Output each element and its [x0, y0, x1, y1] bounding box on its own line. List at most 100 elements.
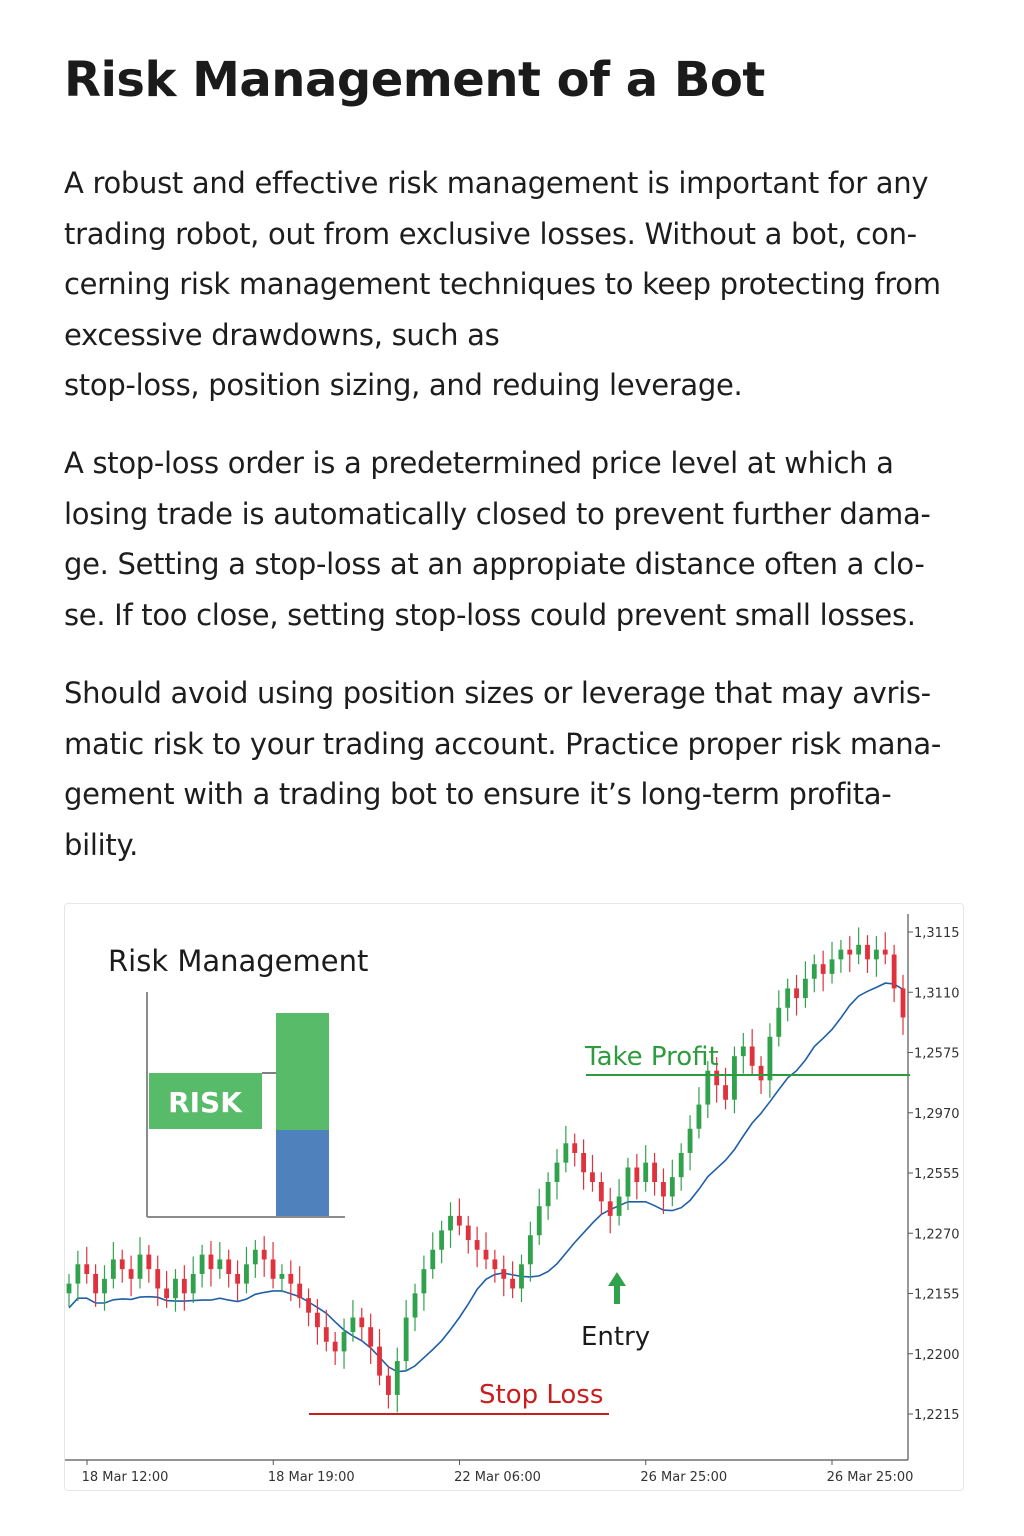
- candle: [252, 1240, 258, 1278]
- candle: [607, 1187, 613, 1234]
- candle: [873, 936, 879, 977]
- candle: [811, 954, 817, 993]
- candle: [110, 1242, 116, 1289]
- candle: [634, 1153, 640, 1200]
- candle: [403, 1300, 409, 1371]
- y-tick-label: 1,2555: [914, 1167, 960, 1182]
- candle: [217, 1242, 223, 1279]
- paragraph-position-sizing: Should avoid using position sizes or lev…: [64, 668, 984, 870]
- candle: [563, 1125, 569, 1173]
- paragraph-line: cerning risk management techniques to ke…: [64, 267, 941, 301]
- x-tick-label: 22 Mar 06:00: [454, 1470, 541, 1485]
- candle: [545, 1172, 551, 1220]
- take-profit-label: Take Profit: [584, 1042, 719, 1072]
- candle: [66, 1273, 72, 1307]
- paragraph-line: losing trade is automatically closed to …: [64, 496, 931, 531]
- candle: [572, 1133, 578, 1167]
- candle: [261, 1236, 267, 1277]
- candle: [128, 1255, 134, 1297]
- paragraph-intro: A robust and effective risk management i…: [64, 158, 984, 411]
- stop-loss-label: Stop Loss: [479, 1380, 603, 1410]
- candle: [315, 1299, 320, 1345]
- risk-label-box: [149, 1073, 262, 1129]
- candle: [536, 1188, 542, 1245]
- candle: [93, 1264, 99, 1307]
- candle: [465, 1215, 471, 1254]
- risk-bar: [276, 1130, 329, 1216]
- candle: [900, 974, 906, 1035]
- candle: [527, 1221, 533, 1282]
- candle: [669, 1159, 675, 1207]
- moving-average-line: [68, 982, 904, 1373]
- x-tick-label: 18 Mar 12:00: [82, 1470, 169, 1485]
- risk-label: RISK: [168, 1086, 243, 1119]
- candle: [306, 1288, 311, 1327]
- candle: [661, 1168, 666, 1214]
- entry-label: Entry: [581, 1322, 650, 1352]
- candle: [776, 990, 782, 1047]
- candle: [448, 1202, 453, 1248]
- candle: [891, 944, 897, 1002]
- candle: [412, 1283, 418, 1332]
- candle: [244, 1246, 249, 1294]
- paragraph-line: A robust and effective risk management i…: [64, 166, 929, 200]
- candle: [554, 1149, 560, 1200]
- paragraph-line: trading robot, out from exclusive losses…: [64, 216, 917, 251]
- candle: [173, 1269, 178, 1312]
- candle: [288, 1260, 294, 1302]
- candle: [208, 1241, 214, 1287]
- candle: [385, 1365, 391, 1409]
- candle: [226, 1249, 232, 1288]
- candle: [732, 1046, 737, 1114]
- candle: [279, 1264, 285, 1293]
- risk-management-chart: 1,3115 1,3110 1,2575 1,2970 1,2555 1,2270 1,21…: [64, 903, 964, 1491]
- paragraph-line: excessive drawdowns, such as: [64, 317, 500, 352]
- candle: [519, 1254, 524, 1303]
- candle: [323, 1309, 329, 1352]
- y-tick-labels: 1,3115 1,3110 1,2575 1,2970 1,2555 1,2270 1,21…: [908, 926, 960, 1423]
- candle: [297, 1266, 303, 1308]
- candle: [75, 1250, 81, 1302]
- candle: [838, 940, 844, 973]
- candle: [794, 974, 799, 1016]
- candle: [359, 1307, 365, 1341]
- entry-arrow-icon: [608, 1272, 626, 1304]
- y-tick-label: 1,3110: [914, 986, 960, 1001]
- candle: [696, 1087, 702, 1139]
- candle: [235, 1260, 240, 1302]
- candle: [510, 1261, 516, 1299]
- chart-title: Risk Management: [108, 944, 368, 978]
- candle: [581, 1139, 587, 1190]
- candle: [119, 1249, 125, 1283]
- candle: [705, 1061, 711, 1119]
- candle: [102, 1265, 107, 1311]
- candle: [341, 1318, 347, 1369]
- candle: [146, 1244, 152, 1283]
- candle: [456, 1198, 462, 1236]
- candle: [368, 1313, 374, 1364]
- candle: [740, 1032, 746, 1074]
- candle: [332, 1332, 338, 1365]
- candle: [394, 1347, 400, 1413]
- candle: [439, 1220, 445, 1264]
- x-tick-label: 26 Mar 25:00: [640, 1470, 727, 1485]
- candle: [164, 1271, 170, 1308]
- paragraph-line: se. If too close, setting stop-loss coul…: [64, 597, 916, 632]
- candle: [270, 1242, 276, 1289]
- candle: [474, 1226, 480, 1268]
- reward-bar: [276, 1013, 329, 1130]
- candle: [181, 1265, 187, 1311]
- y-tick-label: 1,2215: [914, 1408, 960, 1423]
- candle: [137, 1237, 143, 1289]
- candle: [483, 1232, 489, 1270]
- candle: [829, 941, 835, 984]
- paragraph-line: Should avoid using position sizes or lev…: [64, 676, 931, 710]
- candle: [492, 1249, 498, 1283]
- y-tick-label: 1,2270: [914, 1227, 960, 1242]
- candle: [616, 1179, 622, 1226]
- y-tick-label: 1,2200: [914, 1348, 960, 1363]
- candle: [785, 978, 791, 1022]
- candle: [856, 927, 862, 965]
- candle: [749, 1029, 755, 1076]
- candle: [847, 936, 853, 972]
